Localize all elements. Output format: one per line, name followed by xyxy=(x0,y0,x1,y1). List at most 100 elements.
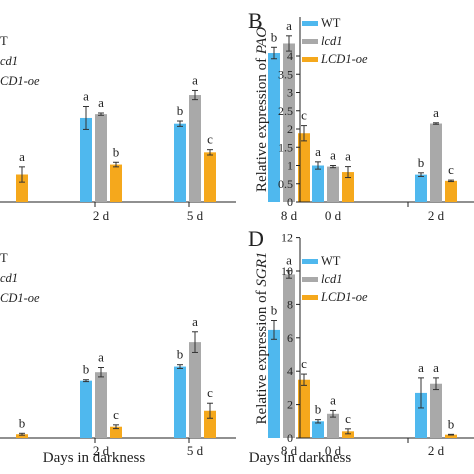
legend-swatch xyxy=(302,295,318,300)
bar-WT-2d xyxy=(415,392,427,438)
bar-LCD1-oe-0d xyxy=(16,434,28,438)
significance-letter: a xyxy=(315,144,321,159)
x-axis-title: Days in darkness xyxy=(249,450,352,466)
panel-label: D xyxy=(248,226,264,251)
x-tick-label: 0 d xyxy=(325,208,342,223)
bar-lcd1-2d xyxy=(430,383,442,438)
significance-letter: a xyxy=(98,350,104,365)
x-tick-label: 2 d xyxy=(93,208,110,223)
y-tick-label: 0.5 xyxy=(278,177,293,191)
legend-label-lcd1: lcd1 xyxy=(321,34,343,48)
significance-letter: b xyxy=(83,362,90,377)
bar-lcd1-8d xyxy=(283,274,295,438)
bar-lcd1-2d xyxy=(95,372,107,438)
y-tick-label: 6 xyxy=(287,331,293,345)
legend-label-WT: T xyxy=(0,251,8,265)
panel-label: B xyxy=(248,8,263,33)
significance-letter: c xyxy=(345,411,351,426)
bar-LCD1-oe-8d xyxy=(298,133,310,202)
bar-LCD1-oe-0d xyxy=(342,172,354,202)
significance-letter: a xyxy=(83,89,89,104)
bar-WT-2d xyxy=(80,380,92,438)
significance-letter: c xyxy=(301,108,307,123)
bar-WT-8d xyxy=(268,329,280,438)
significance-letter: b xyxy=(177,103,184,118)
significance-letter: c xyxy=(448,162,454,177)
legend-label-LCD1-oe: LCD1-oe xyxy=(320,290,368,304)
y-tick-label: 1.5 xyxy=(278,140,293,154)
bar-WT-0d xyxy=(312,421,324,438)
significance-letter: c xyxy=(301,356,307,371)
bar-LCD1-oe-2d xyxy=(110,164,122,202)
y-tick-label: 2 xyxy=(287,122,293,136)
significance-letter: b xyxy=(271,303,278,318)
significance-letter: b xyxy=(418,155,425,170)
y-tick-label: 0 xyxy=(287,431,293,445)
significance-letter: b xyxy=(448,416,455,431)
y-tick-label: 8 xyxy=(287,297,293,311)
x-tick-label: 0 d xyxy=(325,443,342,458)
bar-LCD1-oe-0d xyxy=(342,431,354,438)
legend-swatch xyxy=(302,259,318,264)
significance-letter: a xyxy=(19,149,25,164)
bar-lcd1-5d xyxy=(189,95,201,202)
y-tick-label: 1 xyxy=(287,159,293,173)
y-tick-label: 12 xyxy=(281,231,293,245)
significance-letter: b xyxy=(19,415,26,430)
legend-swatch xyxy=(302,57,318,62)
y-tick-label: 0 xyxy=(287,195,293,209)
bar-WT-0d xyxy=(312,165,324,202)
significance-letter: b xyxy=(271,29,278,44)
x-tick-label: 2 d xyxy=(428,443,445,458)
bar-WT-2d xyxy=(80,117,92,202)
bar-lcd1-2d xyxy=(430,123,442,202)
x-tick-label: 5 d xyxy=(187,443,204,458)
y-tick-label: 4 xyxy=(287,49,293,63)
significance-letter: c xyxy=(113,407,119,422)
bar-LCD1-oe-2d xyxy=(445,434,457,438)
y-axis-title: Relative expression of PAO xyxy=(254,27,270,192)
legend-label-lcd1: lcd1 xyxy=(321,272,343,286)
y-tick-label: 10 xyxy=(281,264,293,278)
significance-letter: a xyxy=(192,72,198,87)
panel-B: 00.511.522.533.540 d2 d5 dabbaaaacWTlcd1… xyxy=(248,8,474,223)
significance-letter: a xyxy=(418,360,424,375)
bar-LCD1-oe-2d xyxy=(110,426,122,438)
significance-letter: a xyxy=(98,95,104,110)
bar-LCD1-oe-8d xyxy=(298,379,310,438)
significance-letter: c xyxy=(207,132,213,147)
legend-label-LCD1-oe: CD1-oe xyxy=(0,291,40,305)
significance-letter: a xyxy=(286,253,292,268)
significance-letter: c xyxy=(207,385,213,400)
bar-WT-5d xyxy=(174,366,186,438)
y-tick-label: 3.5 xyxy=(278,67,293,81)
y-axis-title: Relative expression of SGR1 xyxy=(254,252,270,425)
legend-label-LCD1-oe: CD1-oe xyxy=(0,74,40,88)
significance-letter: a xyxy=(330,392,336,407)
bar-lcd1-8d xyxy=(283,43,295,202)
legend-label-lcd1: cd1 xyxy=(0,54,18,68)
legend-label-lcd1: cd1 xyxy=(0,271,18,285)
significance-letter: b xyxy=(177,347,184,362)
legend-label-WT: WT xyxy=(321,254,341,268)
significance-letter: a xyxy=(330,148,336,163)
legend-swatch xyxy=(302,39,318,44)
legend-label-LCD1-oe: LCD1-oe xyxy=(320,52,368,66)
x-tick-label: 8 d xyxy=(281,208,298,223)
bar-LCD1-oe-0d xyxy=(16,174,28,202)
legend-label-WT: T xyxy=(0,34,8,48)
x-tick-label: 5 d xyxy=(187,208,204,223)
bar-lcd1-2d xyxy=(95,114,107,202)
legend-swatch xyxy=(302,21,318,26)
bar-lcd1-0d xyxy=(327,166,339,202)
significance-letter: a xyxy=(433,360,439,375)
x-tick-label: 8 d xyxy=(281,443,298,458)
bar-lcd1-5d xyxy=(189,342,201,438)
significance-letter: a xyxy=(433,105,439,120)
y-tick-label: 3 xyxy=(287,86,293,100)
legend-swatch xyxy=(302,277,318,282)
significance-letter: a xyxy=(192,314,198,329)
